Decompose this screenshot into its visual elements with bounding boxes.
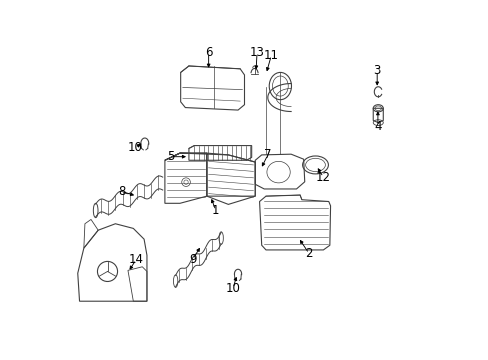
Text: 8: 8 bbox=[118, 185, 125, 198]
Text: 9: 9 bbox=[188, 253, 196, 266]
Text: 7: 7 bbox=[264, 148, 271, 161]
Text: 2: 2 bbox=[305, 247, 312, 260]
Text: 10: 10 bbox=[127, 141, 142, 154]
Text: 13: 13 bbox=[249, 46, 264, 59]
Text: 4: 4 bbox=[373, 120, 381, 133]
Text: 10: 10 bbox=[225, 282, 240, 295]
Text: 6: 6 bbox=[204, 46, 212, 59]
Text: 5: 5 bbox=[167, 150, 174, 163]
Text: 14: 14 bbox=[128, 253, 143, 266]
Text: 3: 3 bbox=[373, 64, 380, 77]
Text: 12: 12 bbox=[315, 171, 330, 184]
Text: 1: 1 bbox=[212, 204, 219, 217]
Text: 11: 11 bbox=[264, 49, 278, 62]
